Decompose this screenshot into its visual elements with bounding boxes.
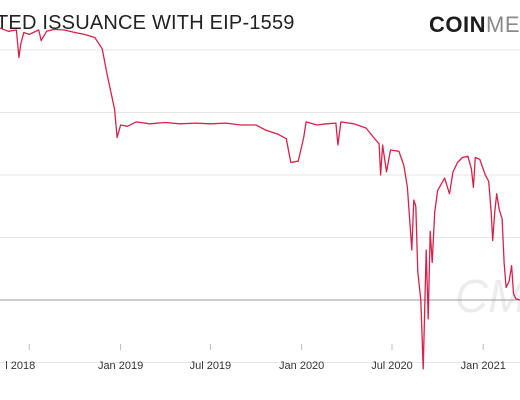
x-tick-label-2: Jul 2019 — [190, 360, 232, 372]
coinmetrics-logo: COINME — [429, 12, 520, 38]
x-axis-ticks: l 2018 Jan 2019 Jul 2019 Jan 2020 Jul 2020 Ja… — [5, 344, 506, 372]
logo-light-text: ME — [486, 12, 520, 37]
x-tick-label-1: Jan 2019 — [98, 360, 143, 372]
x-tick-label-4: Jul 2020 — [371, 360, 413, 372]
x-tick-label-5: Jan 2021 — [461, 360, 506, 372]
gridlines — [0, 49, 520, 363]
chart-title: TED ISSUANCE WITH EIP-1559 — [0, 12, 295, 34]
logo-bold-text: COIN — [429, 12, 486, 37]
x-tick-label-0: l 2018 — [5, 360, 35, 372]
x-tick-label-3: Jan 2020 — [279, 360, 324, 372]
series-line — [0, 27, 520, 370]
